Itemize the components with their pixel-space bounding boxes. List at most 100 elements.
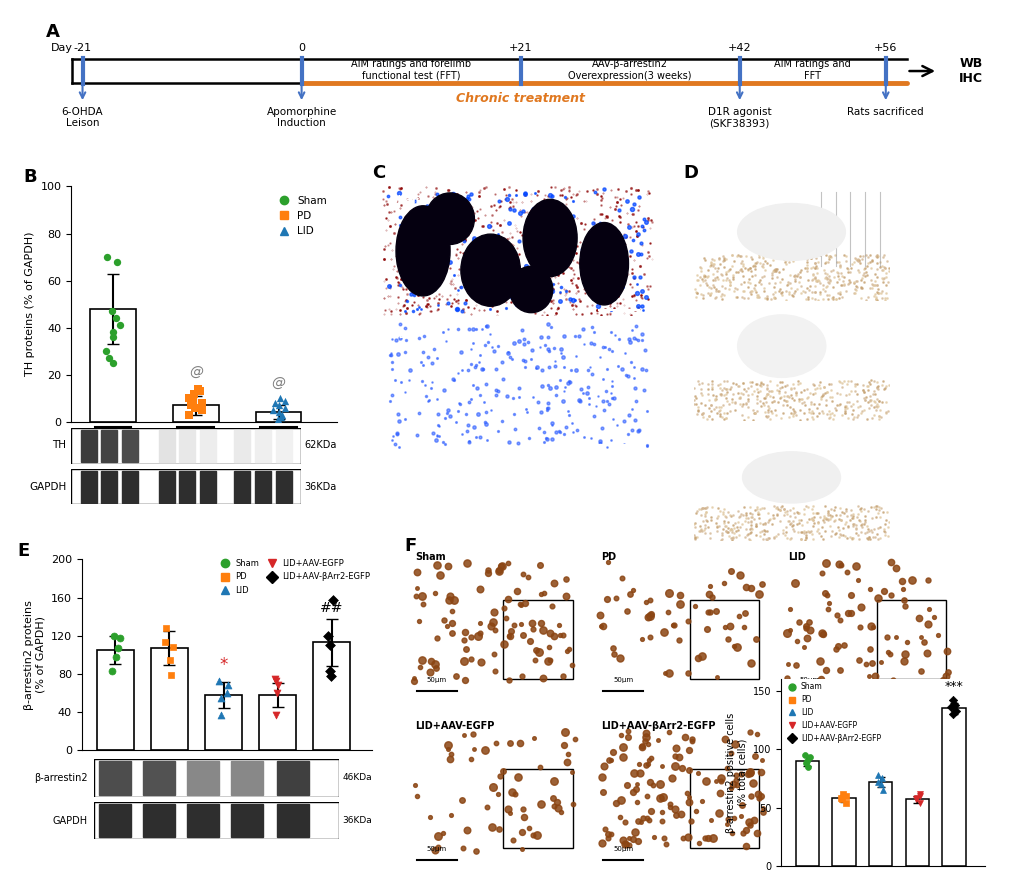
Text: E: E [17, 542, 30, 559]
Bar [186, 804, 218, 837]
Point [833, 791, 849, 805]
Text: β-arrestin2: β-arrestin2 [34, 773, 88, 783]
Bar [143, 804, 174, 837]
Bar [200, 430, 216, 462]
Point [181, 391, 198, 405]
Point [186, 400, 203, 415]
Point [104, 664, 120, 678]
Bar [277, 804, 309, 837]
Text: 36KDa: 36KDa [342, 816, 372, 825]
Text: 6-OHDA
Leison: 6-OHDA Leison [62, 107, 103, 128]
Point [194, 396, 210, 410]
Bar [101, 471, 117, 503]
Bar [179, 471, 196, 503]
Point [321, 638, 337, 653]
Text: TH: TH [52, 440, 66, 450]
Ellipse shape [737, 203, 845, 260]
Point [907, 792, 923, 806]
Point [868, 774, 884, 789]
Bar [200, 471, 216, 503]
Bar [179, 430, 196, 462]
Point [270, 405, 286, 419]
Bar [122, 430, 138, 462]
Text: ***: *** [944, 680, 962, 694]
Text: C: C [372, 164, 385, 182]
Bar [159, 430, 174, 462]
Point [194, 403, 210, 417]
Point [163, 668, 179, 682]
Text: AIM ratings and
FFT: AIM ratings and FFT [773, 59, 850, 81]
Text: Sham: Sham [415, 552, 445, 562]
Bar [81, 430, 97, 462]
Point [323, 669, 339, 683]
Point [271, 398, 287, 412]
Legend: Sham, PD, LID: Sham, PD, LID [269, 192, 331, 241]
Point [945, 707, 961, 721]
Text: +42: +42 [728, 44, 751, 53]
Point [101, 351, 117, 365]
Point [942, 700, 958, 714]
Point [158, 621, 174, 635]
Point [833, 792, 849, 806]
Legend: Sham, PD, LID, LID+AAV-EGFP, LID+AAV-βArr2-EGFP: Sham, PD, LID, LID+AAV-EGFP, LID+AAV-βAr… [781, 679, 883, 746]
Point [180, 408, 197, 422]
Ellipse shape [737, 315, 825, 377]
Bar [255, 471, 271, 503]
Point [802, 750, 818, 765]
Bar [275, 471, 291, 503]
Point [911, 789, 927, 803]
Y-axis label: TH proteins (% of GAPDH): TH proteins (% of GAPDH) [25, 232, 35, 377]
Bar [81, 471, 97, 503]
Bar [503, 769, 573, 848]
Bar [942, 709, 965, 866]
Bar [234, 471, 251, 503]
Point [106, 629, 122, 643]
Bar [277, 761, 309, 795]
Bar [832, 798, 855, 866]
Bar [690, 769, 759, 848]
Point [218, 686, 234, 700]
Point [908, 791, 924, 805]
Bar [151, 648, 187, 750]
Bar [99, 804, 130, 837]
Bar [122, 471, 138, 503]
Text: 46KDa: 46KDa [342, 773, 372, 782]
Point [837, 796, 853, 810]
Bar [90, 309, 136, 422]
Point [869, 768, 886, 782]
Point [105, 330, 121, 345]
Point [267, 674, 283, 688]
Point [111, 630, 127, 645]
Bar [255, 430, 271, 462]
Ellipse shape [510, 266, 552, 313]
Text: LID+AAV-EGFP: LID+AAV-EGFP [415, 721, 494, 731]
Text: 50μm: 50μm [799, 678, 819, 684]
Text: +21: +21 [508, 44, 532, 53]
Text: 50μm: 50μm [612, 846, 633, 852]
Point [109, 255, 125, 269]
Text: 50μm: 50μm [426, 846, 446, 852]
Point [184, 393, 201, 408]
Ellipse shape [742, 452, 840, 503]
Bar [97, 650, 133, 750]
Text: 50μm: 50μm [612, 678, 633, 684]
Bar [159, 471, 174, 503]
Ellipse shape [425, 193, 474, 244]
Point [799, 759, 815, 773]
Point [190, 382, 206, 396]
Point [272, 391, 288, 405]
Point [211, 674, 227, 688]
Bar [256, 412, 301, 422]
Text: 62KDa: 62KDa [304, 440, 336, 450]
Point [267, 708, 283, 722]
Point [911, 787, 927, 801]
Text: ##: ## [320, 601, 343, 614]
Point [220, 678, 236, 693]
Bar [143, 761, 174, 795]
Text: Sham: Sham [390, 195, 423, 205]
Text: Day: Day [51, 44, 73, 53]
Point [185, 386, 202, 400]
Point [265, 403, 281, 417]
Point [266, 396, 282, 410]
Text: D: D [683, 164, 698, 182]
